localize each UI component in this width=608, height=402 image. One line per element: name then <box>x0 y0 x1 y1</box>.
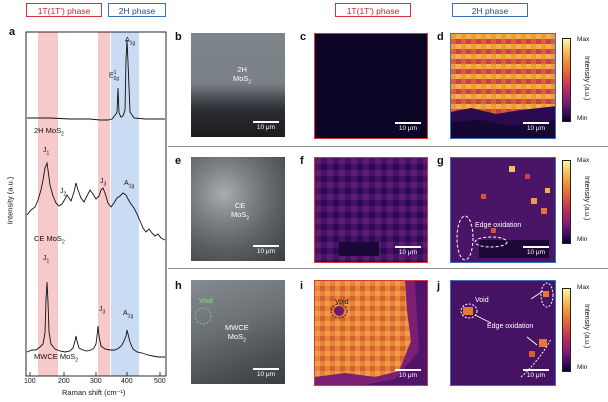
peak-a1g-ce: A1g <box>124 180 135 190</box>
map-j-pixels <box>451 281 555 385</box>
colorbar-max-row1: Max <box>577 36 590 43</box>
peak-j2-ce: J2 <box>60 188 67 198</box>
scale-bar-e: 10 μm <box>253 245 279 255</box>
colorbar-min-row3: Min <box>577 364 588 371</box>
row-separator-2 <box>168 268 608 269</box>
panel-letter-d: d <box>437 31 444 43</box>
row-separator-1 <box>168 146 608 147</box>
header-1t-right: 1T(1T′) phase <box>335 3 411 17</box>
map-1t-ce: 10 μm <box>314 157 428 263</box>
annotation-edge-oxidation-j: Edge oxidation <box>487 323 534 330</box>
panel-letter-b: b <box>175 31 182 43</box>
annotation-edge-oxidation-g: Edge oxidation <box>475 222 522 229</box>
scale-bar-j: 10 μm <box>523 369 549 379</box>
scale-bar-d: 10 μm <box>523 122 549 132</box>
panel-letter-g: g <box>437 155 444 167</box>
band-j1 <box>38 32 58 376</box>
x-tick-400: 400 <box>121 378 133 385</box>
sem-label-mwce: MWCE MoS2 <box>225 323 249 344</box>
map-f-pixels <box>315 158 427 262</box>
map-2h-2h: 10 μm <box>450 33 556 139</box>
void-label-j: Void <box>475 297 489 304</box>
x-axis-label: Raman shift (cm⁻¹) <box>62 388 126 397</box>
map-1t-2h: 10 μm <box>314 33 428 139</box>
band-2h <box>111 32 139 376</box>
colorbar-max-row2: Max <box>577 157 590 164</box>
map-i-pixels <box>315 281 427 385</box>
scale-bar-f: 10 μm <box>395 246 421 256</box>
scale-bar-h: 10 μm <box>253 368 279 378</box>
peak-j3-mwce: J3 <box>99 306 106 316</box>
panel-letter-a: a <box>9 26 16 38</box>
colorbar-max-row3: Max <box>577 284 590 291</box>
scale-bar-g: 10 μm <box>523 246 549 256</box>
peak-j1-ce: J1 <box>43 147 50 157</box>
x-tick-200: 200 <box>58 378 70 385</box>
band-j3 <box>98 32 110 376</box>
header-2h-right: 2H phase <box>452 3 528 17</box>
map-g-pixels <box>451 158 555 262</box>
label-mwce-mos2: MWCE MoS2 <box>34 352 79 364</box>
peak-a1g-2h: A1g <box>125 37 136 47</box>
raman-spectra-plot <box>25 31 167 377</box>
header-1t-left: 1T(1T′) phase <box>26 3 102 17</box>
peak-j1-mwce: J1 <box>43 255 50 265</box>
colorbar-row1 <box>562 38 571 122</box>
scale-bar-c: 10 μm <box>395 122 421 132</box>
panel-letter-f: f <box>300 155 304 167</box>
colorbar-title-row1: Intensity (a.u.) <box>583 56 590 101</box>
peak-a1g-mwce: A1g <box>123 310 134 320</box>
scale-bar-b: 10 μm <box>253 121 279 131</box>
peak-j3-ce: J3 <box>100 178 107 188</box>
sem-image-2h: 2H MoS2 10 μm <box>191 33 285 137</box>
x-tick-500: 500 <box>154 378 166 385</box>
colorbar-min-row1: Min <box>577 115 588 122</box>
x-tick-100: 100 <box>24 378 36 385</box>
y-axis-label: Intensity (a.u.) <box>5 176 15 225</box>
colorbar-min-row2: Min <box>577 236 588 243</box>
map-2h-ce: Edge oxidation 10 μm <box>450 157 556 263</box>
colorbar-row2 <box>562 160 571 244</box>
spectrum-mwce <box>26 281 165 358</box>
colorbar-title-row3: Intensity (a.u.) <box>583 304 590 349</box>
sem-image-ce: CE MoS2 10 μm <box>191 157 285 261</box>
panel-letter-e: e <box>175 155 182 167</box>
map-d-pixels <box>451 34 555 138</box>
peak-e2g-2h: E12g <box>109 70 120 82</box>
sem-image-mwce: Void MWCE MoS2 10 μm <box>191 280 285 384</box>
header-2h-left: 2H phase <box>108 3 166 17</box>
spectrum-2h <box>27 39 165 121</box>
label-ce-mos2: CE MoS2 <box>34 234 65 246</box>
scale-bar-i: 10 μm <box>395 369 421 379</box>
panel-letter-j: j <box>437 280 441 292</box>
colorbar-title-row2: Intensity (a.u.) <box>583 176 590 221</box>
x-tick-300: 300 <box>90 378 102 385</box>
map-1t-mwce: Void 10 μm <box>314 280 428 386</box>
void-label-i: Void <box>335 299 349 306</box>
panel-letter-i: i <box>300 280 304 292</box>
x-ticks <box>29 372 161 376</box>
panel-letter-c: c <box>300 31 307 43</box>
sem-label-ce: CE MoS2 <box>231 201 250 222</box>
sem-label-2h: 2H MoS2 <box>233 65 252 86</box>
map-2h-mwce: Void Edge oxidation 10 μm <box>450 280 556 386</box>
spectrum-ce <box>26 161 166 241</box>
label-2h-mos2: 2H MoS2 <box>34 126 64 138</box>
sem-void-label: Void <box>199 298 213 305</box>
colorbar-row3 <box>562 288 571 372</box>
panel-letter-h: h <box>175 280 182 292</box>
